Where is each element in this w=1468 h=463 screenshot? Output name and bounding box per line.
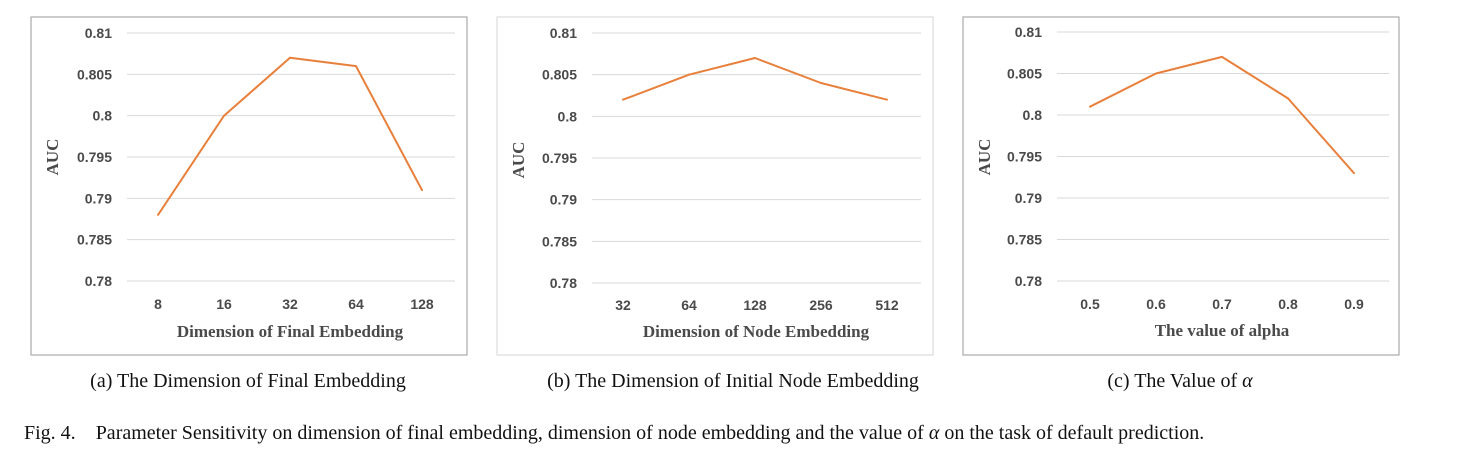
chart-a-xtick-label: 32 [282,296,298,312]
chart-c-svg: 0.81 0.805 0.8 0.795 0.79 0.785 0.78 0.5 0.6 0.7 0… [962,16,1400,356]
chart-a-ytick-label: 0.81 [85,25,112,41]
chart-b-xtick-label: 32 [615,297,631,313]
chart-b-xtick-label: 256 [809,297,833,313]
chart-a-xtick-label: 8 [154,296,162,312]
chart-a-ytick-label: 0.78 [85,273,112,289]
chart-c-data-point [1089,105,1091,108]
chart-a-data-point [223,114,225,117]
subcaption-c-alpha: α [1242,370,1253,392]
chart-a-ytick-label: 0.805 [77,66,112,82]
chart-c-ytick-label: 0.8 [1023,107,1043,123]
chart-b-xaxis-label: Dimension of Node Embedding [643,322,870,341]
chart-c-xaxis-label: The value of alpha [1155,321,1290,340]
figure-caption-label: Fig. 4. [24,422,76,444]
chart-b-frame [496,16,934,356]
chart-c-xtick-label: 0.7 [1212,296,1232,312]
chart-c-data-point [1155,72,1157,75]
chart-c-ytick-label: 0.795 [1007,149,1042,165]
chart-b-data-point [622,98,624,101]
chart-c-data-point [1353,172,1355,175]
chart-b-yaxis-label: AUC [509,142,528,179]
chart-a-frame [30,16,468,356]
chart-a-data-point [289,56,291,59]
chart-c-yaxis-label: AUC [975,139,994,176]
chart-a-ytick-label: 0.795 [77,149,112,165]
chart-a-ytick-label: 0.8 [93,108,113,124]
chart-b-xtick-label: 64 [681,297,697,313]
chart-c-ytick-label: 0.78 [1015,273,1042,289]
chart-b-ytick-label: 0.78 [550,275,577,291]
chart-b-xtick-label: 128 [743,297,767,313]
chart-a-data-point [157,213,159,216]
chart-c-xtick-label: 0.8 [1278,296,1298,312]
chart-b-data-point [688,73,690,76]
chart-a-xtick-label: 64 [348,296,364,312]
subcaption-b: (b) The Dimension of Initial Node Embedd… [547,370,919,392]
chart-a-svg: 0.81 0.805 0.8 0.795 0.79 0.785 0.78 8 16 32 64 128… [30,16,468,356]
chart-a-xaxis-label: Dimension of Final Embedding [177,322,404,341]
chart-a-ytick-label: 0.79 [85,190,112,206]
chart-b-svg: 0.81 0.805 0.8 0.795 0.79 0.785 0.78 32 64 128 256… [496,16,934,356]
chart-a-yaxis-label: AUC [43,139,62,176]
chart-b-xtick-label: 512 [875,297,899,313]
chart-c-xtick-label: 0.5 [1080,296,1100,312]
chart-a-ytick-label: 0.785 [77,232,112,248]
figure-caption-text-2: on the task of default prediction. [939,422,1205,444]
chart-c-ytick-label: 0.79 [1015,190,1042,206]
chart-b-ytick-label: 0.805 [542,67,577,83]
chart-b-ytick-label: 0.785 [542,233,577,249]
subcaption-c: (c) The Value of α [1000,370,1360,393]
chart-c-data-point [1287,97,1289,100]
chart-a-data-point [421,189,423,192]
chart-c-data-point [1221,55,1223,58]
chart-panel-a: 0.81 0.805 0.8 0.795 0.79 0.785 0.78 8 16 32 64 128… [30,16,468,356]
chart-a-xtick-label: 128 [410,296,434,312]
chart-c-ytick-label: 0.785 [1007,232,1042,248]
chart-panel-c: 0.81 0.805 0.8 0.795 0.79 0.785 0.78 0.5 0.6 0.7 0… [962,16,1400,356]
chart-panel-b: 0.81 0.805 0.8 0.795 0.79 0.785 0.78 32 64 128 256… [496,16,934,356]
chart-b-ytick-label: 0.79 [550,192,577,208]
figure-caption-text-1: Parameter Sensitivity on dimension of fi… [95,422,929,444]
subcaption-c-text: (c) The Value of [1107,370,1243,392]
chart-b-data-point [754,57,756,59]
chart-c-xtick-label: 0.9 [1344,296,1364,312]
chart-a-data-point [355,65,357,68]
chart-b-data-point [820,82,822,84]
subcaption-a: (a) The Dimension of Final Embedding [90,370,406,392]
chart-c-ytick-label: 0.81 [1015,24,1042,40]
chart-a-xtick-label: 16 [216,296,232,312]
chart-b-data-point [886,98,888,101]
chart-b-ytick-label: 0.81 [550,25,577,41]
chart-c-ytick-label: 0.805 [1007,66,1042,82]
chart-b-ytick-label: 0.795 [542,150,577,166]
chart-c-xtick-label: 0.6 [1146,296,1166,312]
figure-caption-alpha: α [928,422,940,444]
figure-caption: Fig. 4. Parameter Sensitivity on dimensi… [24,422,1204,445]
chart-b-ytick-label: 0.8 [558,108,578,124]
